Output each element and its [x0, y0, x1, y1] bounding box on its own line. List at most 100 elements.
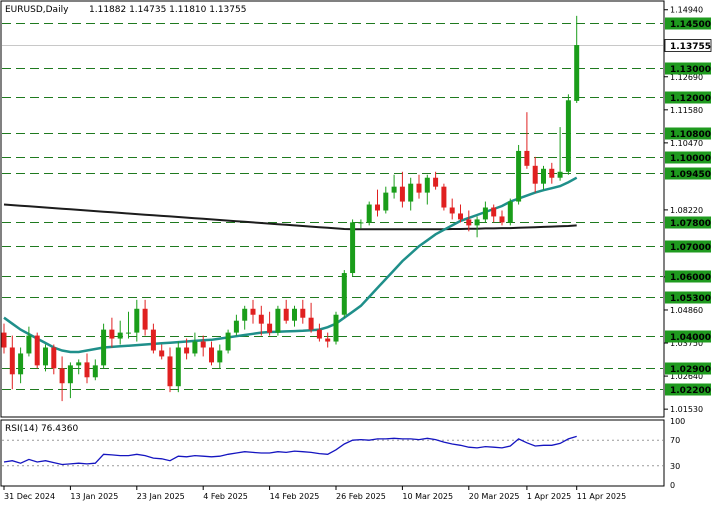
candle-body: [167, 356, 173, 387]
candle-body: [217, 350, 223, 363]
candle-body: [491, 207, 497, 217]
candle-body: [67, 365, 73, 384]
price-tick-label: 1.11580: [670, 106, 703, 115]
candle-body: [109, 329, 115, 339]
candle-body: [117, 332, 123, 339]
candle-body: [250, 308, 256, 315]
candle-body: [316, 329, 322, 339]
candle-body: [574, 45, 580, 101]
candle-body: [150, 329, 156, 351]
candle-body: [175, 347, 181, 387]
candle-body: [142, 308, 148, 330]
candle-body: [482, 207, 488, 220]
level-tags: 1.14500 1.13000 1.12000 1.10800 1.10000 1.094…: [664, 17, 712, 396]
candle-body: [184, 347, 190, 354]
candle-body: [358, 222, 364, 224]
time-tick-label: 10 Mar 2025: [402, 492, 453, 501]
price-tick-label: 1.10470: [670, 139, 703, 148]
level-tag-label: 1.10000: [670, 154, 711, 164]
rsi-label: RSI(14) 76.4360: [5, 424, 78, 434]
level-tag-bg: [665, 330, 711, 343]
level-tag-label: 1.14500: [670, 20, 711, 30]
rsi-line: [3, 435, 577, 466]
candle-body: [507, 201, 513, 223]
candle-body: [416, 183, 422, 193]
candle-body: [34, 335, 40, 366]
level-tag-label: 1.07800: [670, 219, 711, 229]
candle-body: [399, 186, 405, 202]
price-panel[interactable]: [0, 0, 665, 418]
candle-body: [101, 329, 107, 366]
level-tag-bg: [665, 17, 711, 30]
candle-body: [26, 335, 32, 354]
time-tick-label: 23 Jan 2025: [137, 492, 185, 501]
fast-moving-average-line: [3, 176, 578, 354]
candle-body: [565, 100, 571, 172]
price-tick-label: 1.02640: [670, 372, 703, 381]
candle-body: [233, 320, 239, 333]
level-tag-bg: [665, 291, 711, 304]
candle-body: [466, 219, 472, 226]
candle-body: [200, 341, 206, 348]
chart-ohlc: 1.11882 1.14735 1.11810 1.13755: [89, 5, 246, 15]
candle-body: [341, 273, 347, 315]
moving-averages: [3, 176, 578, 354]
candle-body: [449, 207, 455, 214]
candle-body: [516, 150, 522, 202]
time-tick-label: 14 Feb 2025: [270, 492, 320, 501]
candle-body: [524, 150, 530, 166]
price-tick-label: 1.14940: [670, 6, 703, 15]
level-tag-bg: [665, 270, 711, 283]
level-tag-bg: [665, 167, 711, 180]
candle-body: [43, 347, 48, 366]
current-price-tag-bg: [664, 39, 712, 52]
level-tag-label: 1.05300: [670, 294, 711, 304]
candle-body: [84, 362, 90, 378]
time-tick-label: 1 Apr 2025: [527, 492, 571, 501]
candle-body: [159, 350, 165, 357]
rsi-tick-label: 70: [670, 436, 680, 445]
time-tick-label: 4 Feb 2025: [203, 492, 248, 501]
price-tick-label: 1.01530: [670, 405, 703, 414]
candle-body: [350, 222, 356, 274]
candle-body: [433, 177, 439, 187]
candle-body: [408, 183, 414, 202]
candle-body: [541, 168, 546, 184]
candle-body: [499, 216, 505, 223]
time-tick-label: 26 Feb 2025: [336, 492, 386, 501]
time-tick-label: 11 Apr 2025: [577, 492, 626, 501]
price-tick-label: 1.12690: [670, 73, 703, 82]
current-price-tag-label: 1.13755: [670, 42, 711, 52]
candle-body: [474, 219, 480, 226]
candle-body: [134, 308, 140, 333]
slow-moving-average-line: [3, 203, 577, 231]
candle-body: [283, 308, 289, 321]
rsi-indicator: 100 70 30 0: [2, 417, 685, 490]
candle-body: [366, 204, 372, 223]
level-tag-bg: [665, 62, 711, 75]
level-tag-label: 1.04000: [670, 333, 711, 343]
level-tag-bg: [665, 362, 711, 375]
candle-body: [292, 308, 297, 321]
candle-body: [333, 314, 339, 342]
candle-body: [242, 308, 248, 321]
candle-body: [126, 332, 131, 334]
time-axis: 31 Dec 2024 13 Jan 2025 23 Jan 2025 4 Feb 2…: [3, 486, 626, 501]
candle-body: [308, 317, 314, 330]
candle-body: [225, 332, 231, 351]
candle-body: [275, 308, 281, 333]
rsi-tick-label: 100: [670, 417, 685, 426]
candle-body: [557, 171, 563, 178]
candle-body: [59, 368, 65, 384]
level-tag-bg: [665, 91, 711, 104]
rsi-tick-label: 30: [670, 462, 680, 471]
rsi-panel[interactable]: [0, 419, 665, 487]
candle-body: [383, 192, 389, 211]
price-tick-label: 1.08220: [670, 206, 703, 215]
level-tag-bg: [665, 383, 711, 396]
level-tag-label: 1.02900: [670, 365, 711, 375]
candle-body: [209, 347, 214, 363]
candle-body: [258, 314, 264, 324]
rsi-tick-label: 0: [670, 481, 675, 490]
